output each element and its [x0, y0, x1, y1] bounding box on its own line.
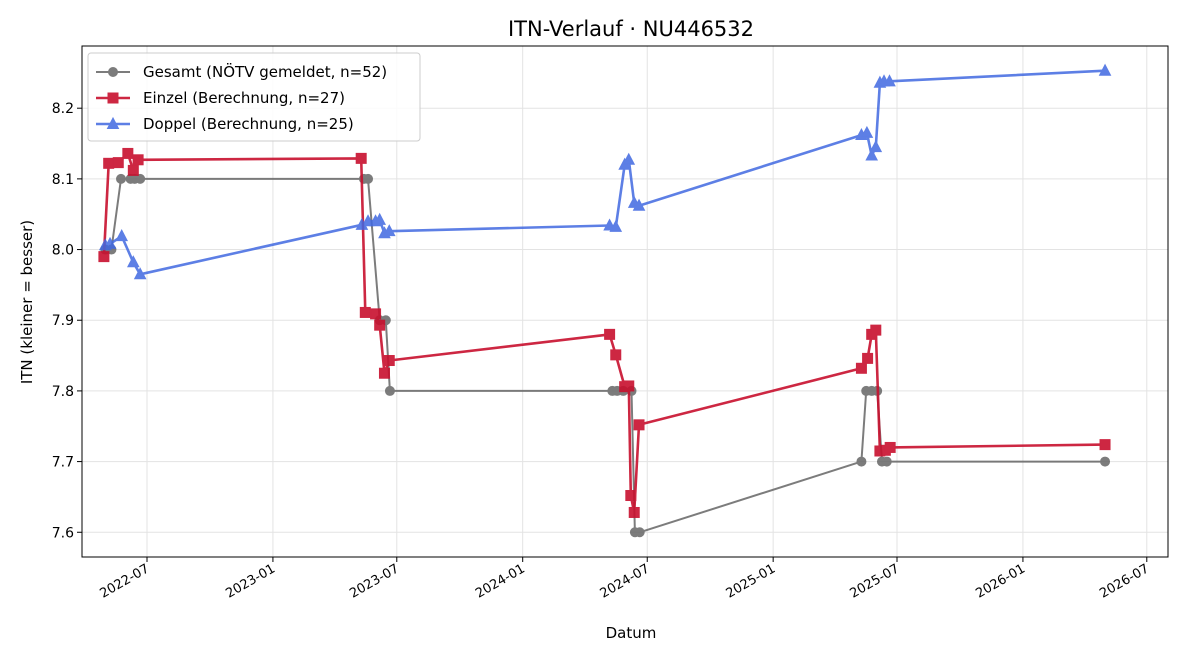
data-point [112, 157, 124, 169]
data-point [359, 306, 371, 318]
data-point [363, 173, 374, 184]
data-point [384, 385, 395, 396]
legend-marker [107, 92, 119, 104]
y-axis-label: ITN (kleiner = besser) [18, 220, 36, 384]
data-point [98, 251, 110, 263]
data-point [855, 362, 867, 374]
data-point [1100, 456, 1111, 467]
data-point [373, 212, 387, 225]
data-point [374, 319, 386, 331]
legend-marker [108, 67, 118, 77]
data-point [856, 456, 867, 467]
legend-item [96, 67, 130, 77]
data-point [860, 125, 874, 138]
plot-frame [81, 45, 1169, 558]
data-point [623, 380, 635, 392]
legend-label: Gesamt (NÖTV gemeldet, n=52) [143, 62, 387, 81]
data-point [135, 173, 146, 184]
y-tick-label: 8.0 [52, 243, 74, 259]
y-tick-label: 8.2 [52, 101, 74, 117]
data-point [862, 352, 874, 364]
data-point [869, 139, 883, 153]
legend-box [87, 52, 421, 142]
y-tick-label: 7.8 [52, 384, 74, 400]
data-point [133, 267, 147, 280]
series-triangle [98, 63, 1112, 280]
data-point [625, 490, 637, 502]
data-point [370, 308, 382, 320]
data-point [126, 255, 140, 268]
data-point [609, 219, 623, 232]
series-layer [98, 63, 1112, 538]
chart-title: ITN-Verlauf · NU446532 [508, 17, 754, 41]
y-tick-label: 7.7 [52, 455, 74, 471]
y-tick-label: 7.9 [52, 313, 74, 329]
data-point [383, 355, 395, 367]
data-point [881, 456, 892, 467]
data-point [382, 224, 396, 237]
data-point [633, 419, 645, 431]
legend-item [96, 116, 130, 129]
data-point [628, 506, 640, 518]
legend-label: Einzel (Berechnung, n=27) [143, 89, 345, 107]
data-point [355, 152, 367, 164]
data-point [610, 349, 622, 361]
series-square [98, 147, 1111, 518]
data-point [115, 229, 129, 242]
data-point [132, 154, 144, 166]
data-point [604, 328, 616, 340]
data-point [883, 74, 896, 87]
data-point [632, 198, 646, 211]
data-point [884, 441, 896, 453]
data-point [865, 148, 879, 161]
y-axis: 7.6 7.7 7.8 7.9 8.0 8.1 8.2 [52, 101, 82, 541]
x-axis-label: Datum [606, 624, 657, 642]
data-point [870, 324, 882, 336]
data-point [103, 157, 115, 169]
data-point [122, 147, 134, 159]
y-tick-label: 8.1 [52, 172, 74, 188]
y-tick-label: 7.6 [52, 525, 74, 541]
data-point [1099, 439, 1111, 451]
legend-item [96, 92, 130, 104]
legend-label: Doppel (Berechnung, n=25) [143, 115, 354, 133]
data-point [622, 152, 636, 165]
legend-marker [106, 116, 120, 129]
data-point [361, 214, 375, 227]
data-point [378, 367, 390, 379]
legend: Gesamt (NÖTV gemeldet, n=52) Einzel (Bere… [87, 52, 421, 142]
data-point [634, 527, 645, 538]
data-point [1098, 63, 1112, 76]
data-point [116, 173, 127, 184]
data-point [103, 236, 117, 249]
data-point [127, 164, 139, 176]
